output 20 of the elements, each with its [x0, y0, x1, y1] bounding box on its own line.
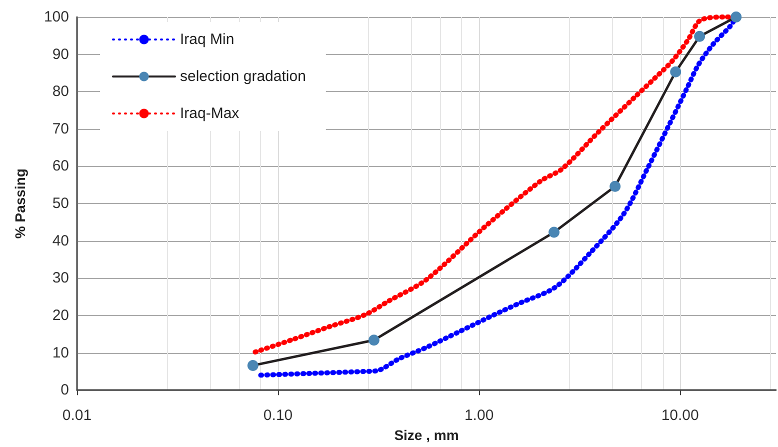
legend-label: Iraq-Max — [180, 105, 240, 122]
y-tick-label: 10 — [52, 344, 69, 362]
y-tick-label: 80 — [52, 83, 69, 100]
y-tick-label: 0 — [60, 382, 69, 399]
legend-label: selection gradation — [180, 68, 306, 85]
y-tick-label: 50 — [52, 195, 69, 212]
y-axis-title: % Passing — [12, 168, 28, 239]
y-tick-label: 60 — [52, 158, 69, 175]
y-tick-label: 100 — [44, 8, 69, 26]
y-tick-label: 90 — [52, 46, 69, 63]
x-tick-label: 0.01 — [62, 407, 92, 424]
x-tick-label: 10.00 — [661, 407, 699, 424]
y-tick-label: 20 — [52, 306, 69, 324]
y-tick-label: 30 — [52, 270, 69, 287]
x-tick-label: 0.10 — [263, 407, 293, 424]
x-axis-title: Size , mm — [394, 427, 459, 443]
x-tick-label: 1.00 — [464, 407, 494, 424]
legend-label: Iraq Min — [180, 31, 234, 48]
y-tick-label: 70 — [52, 120, 69, 138]
y-tick-label: 40 — [52, 232, 69, 250]
